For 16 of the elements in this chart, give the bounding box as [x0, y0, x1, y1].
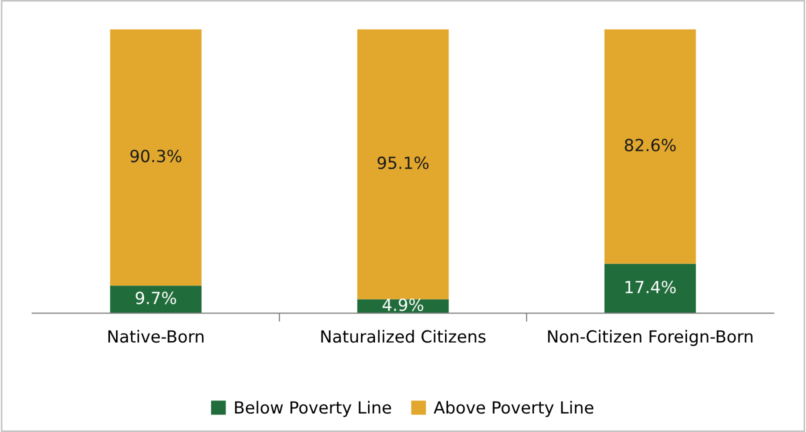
legend-label: Below Poverty Line — [235, 400, 392, 417]
legend-label: Above Poverty Line — [434, 400, 594, 417]
bar — [604, 264, 696, 314]
x-tick-label: Naturalized Citizens — [321, 330, 486, 343]
data-label: 82.6% — [624, 138, 676, 152]
bar — [357, 29, 449, 300]
bar — [110, 29, 202, 286]
data-label: 9.7% — [136, 292, 176, 304]
bar — [604, 29, 696, 264]
bar — [110, 286, 202, 314]
x-tick-label: Native-Born — [108, 330, 204, 343]
data-label: 90.3% — [130, 150, 182, 162]
data-label: 95.1% — [378, 156, 429, 170]
data-label: 17.4% — [626, 280, 676, 294]
data-label: 4.9% — [382, 298, 424, 312]
x-tick-label: Non-Citizen Foreign-Born — [548, 330, 752, 346]
